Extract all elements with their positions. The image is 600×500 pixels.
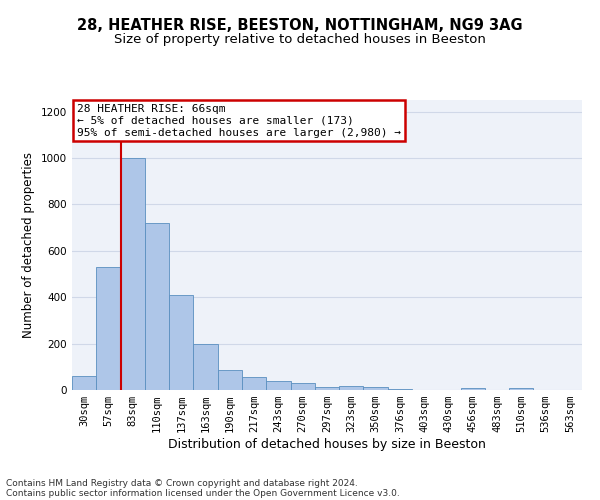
Bar [461, 388, 485, 390]
Text: 28, HEATHER RISE, BEESTON, NOTTINGHAM, NG9 3AG: 28, HEATHER RISE, BEESTON, NOTTINGHAM, N… [77, 18, 523, 32]
Bar [96, 267, 121, 390]
Bar [218, 370, 242, 390]
Bar [290, 382, 315, 390]
Text: 28 HEATHER RISE: 66sqm
← 5% of detached houses are smaller (173)
95% of semi-det: 28 HEATHER RISE: 66sqm ← 5% of detached … [77, 104, 401, 138]
Bar [169, 295, 193, 390]
Text: Contains public sector information licensed under the Open Government Licence v3: Contains public sector information licen… [6, 488, 400, 498]
Y-axis label: Number of detached properties: Number of detached properties [22, 152, 35, 338]
Bar [193, 344, 218, 390]
Bar [145, 223, 169, 390]
Bar [315, 386, 339, 390]
Bar [121, 158, 145, 390]
Bar [72, 376, 96, 390]
Bar [266, 381, 290, 390]
X-axis label: Distribution of detached houses by size in Beeston: Distribution of detached houses by size … [168, 438, 486, 451]
Bar [242, 377, 266, 390]
Text: Size of property relative to detached houses in Beeston: Size of property relative to detached ho… [114, 32, 486, 46]
Text: Contains HM Land Registry data © Crown copyright and database right 2024.: Contains HM Land Registry data © Crown c… [6, 478, 358, 488]
Bar [339, 386, 364, 390]
Bar [364, 387, 388, 390]
Bar [509, 388, 533, 390]
